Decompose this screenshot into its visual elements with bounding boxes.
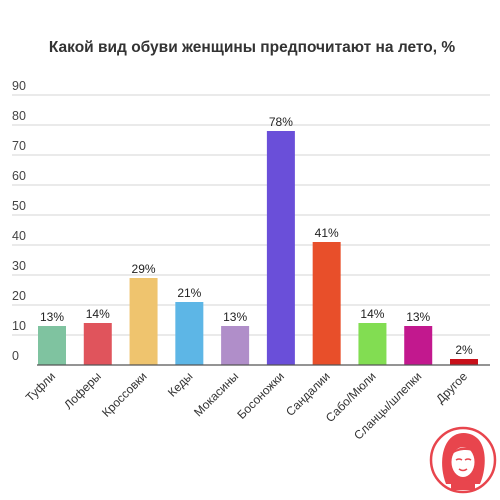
data-label: 41% <box>315 226 339 240</box>
y-tick-label: 20 <box>12 289 26 303</box>
y-tick-label: 90 <box>12 79 26 93</box>
y-tick-label: 60 <box>12 169 26 183</box>
y-tick-label: 0 <box>12 349 19 363</box>
bars <box>38 131 478 365</box>
data-label: 78% <box>269 115 293 129</box>
bar <box>175 302 204 365</box>
y-tick-label: 70 <box>12 139 26 153</box>
category-label: Другое <box>433 369 470 406</box>
data-label: 21% <box>177 286 201 300</box>
bar <box>221 326 250 365</box>
data-labels: 13% 14% 29% 21% 13% 78% 41% 14% 13% 2% <box>40 115 473 357</box>
y-tick-label: 30 <box>12 259 26 273</box>
y-tick-label: 40 <box>12 229 26 243</box>
data-label: 14% <box>360 307 384 321</box>
grid-lines <box>12 94 490 336</box>
bar <box>38 326 66 365</box>
bar <box>404 326 433 365</box>
data-label: 13% <box>40 310 64 324</box>
y-tick-label: 10 <box>12 319 26 333</box>
bar <box>129 278 158 365</box>
data-label: 14% <box>86 307 110 321</box>
bar <box>312 242 341 365</box>
chart-title: Какой вид обуви женщины предпочитают на … <box>49 39 455 56</box>
data-label: 29% <box>132 262 156 276</box>
y-axis-ticks: 0 10 20 30 40 50 60 70 80 90 <box>12 79 26 363</box>
category-label: Босоножки <box>234 369 287 422</box>
bar <box>83 323 112 365</box>
category-label: Туфли <box>23 369 58 404</box>
data-label: 2% <box>455 343 473 357</box>
bar <box>450 359 478 365</box>
category-label: Лоферы <box>61 369 104 412</box>
data-label: 13% <box>223 310 247 324</box>
bar <box>266 131 295 365</box>
woman-face-logo-icon <box>429 426 497 494</box>
bar <box>358 323 387 365</box>
y-tick-label: 50 <box>12 199 26 213</box>
category-label: Кеды <box>165 369 195 399</box>
category-label: Кроссовки <box>99 369 150 420</box>
data-label: 13% <box>406 310 430 324</box>
y-tick-label: 80 <box>12 109 26 123</box>
